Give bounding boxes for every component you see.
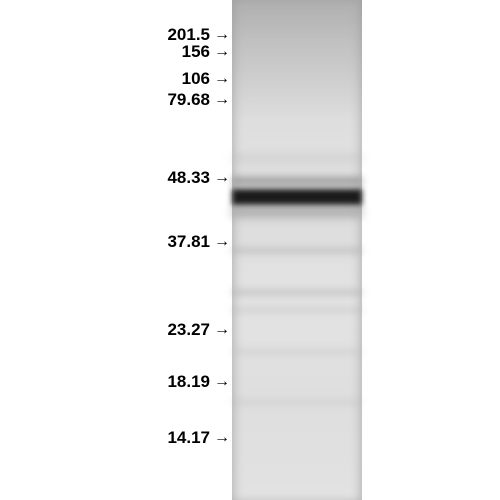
marker-label-18-19: 18.19→ — [167, 372, 230, 392]
arrow-right-icon: → — [214, 44, 230, 60]
marker-value: 79.68 — [167, 90, 210, 110]
marker-label-37-81: 37.81→ — [167, 232, 230, 252]
arrow-right-icon: → — [214, 71, 230, 87]
blot-container: 201.5→156→106→79.68→48.33→37.81→23.27→18… — [0, 0, 500, 500]
arrow-right-icon: → — [214, 92, 230, 108]
band-shadow-above — [232, 178, 362, 184]
arrow-right-icon: → — [214, 322, 230, 338]
gel-lane — [232, 0, 362, 500]
marker-value: 14.17 — [167, 428, 210, 448]
marker-value: 18.19 — [167, 372, 210, 392]
band-faint — [232, 350, 362, 354]
band-faint — [232, 248, 362, 253]
band-faint — [232, 308, 362, 312]
band-shadow-below — [232, 208, 362, 216]
marker-value: 156 — [182, 42, 210, 62]
arrow-right-icon: → — [214, 170, 230, 186]
band-faint — [232, 400, 362, 404]
band-main — [232, 189, 362, 205]
marker-value: 48.33 — [167, 168, 210, 188]
band-faint — [232, 155, 362, 161]
marker-label-23-27: 23.27→ — [167, 320, 230, 340]
marker-label-48-33: 48.33→ — [167, 168, 230, 188]
marker-value: 23.27 — [167, 320, 210, 340]
band-faint — [232, 290, 362, 295]
marker-label-106: 106→ — [182, 69, 230, 89]
marker-label-156: 156→ — [182, 42, 230, 62]
marker-value: 106 — [182, 69, 210, 89]
arrow-right-icon: → — [214, 27, 230, 43]
marker-value: 37.81 — [167, 232, 210, 252]
marker-label-14-17: 14.17→ — [167, 428, 230, 448]
arrow-right-icon: → — [214, 430, 230, 446]
arrow-right-icon: → — [214, 374, 230, 390]
arrow-right-icon: → — [214, 234, 230, 250]
marker-label-79-68: 79.68→ — [167, 90, 230, 110]
top-smear — [232, 0, 362, 120]
